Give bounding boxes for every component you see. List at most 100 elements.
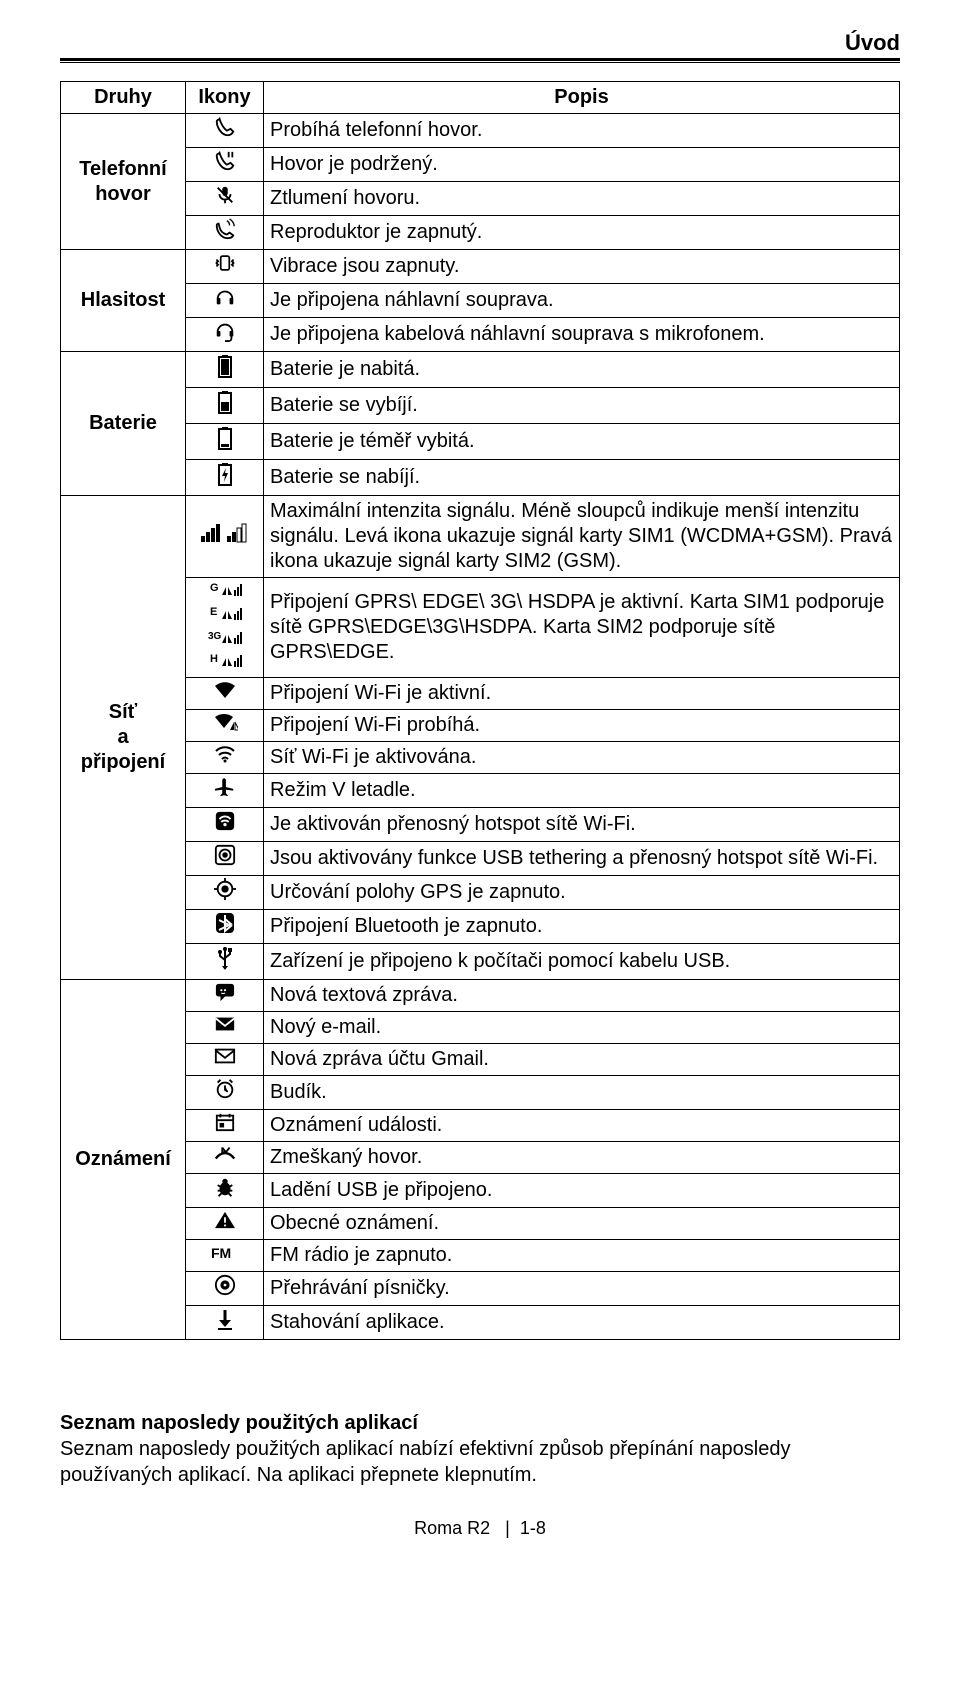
- svg-text:G: G: [210, 582, 219, 594]
- desc-cell: Připojení GPRS\ EDGE\ 3G\ HSDPA je aktiv…: [264, 578, 900, 678]
- desc-cell: FM rádio je zapnuto.: [264, 1240, 900, 1272]
- desc-cell: Připojení Wi-Fi probíhá.: [264, 710, 900, 742]
- hotspot-icon: [190, 810, 259, 832]
- desc-cell: Ladění USB je připojeno.: [264, 1174, 900, 1208]
- table-row: Je aktivován přenosný hotspot sítě Wi-Fi…: [61, 808, 900, 842]
- desc-cell: Nový e-mail.: [264, 1012, 900, 1044]
- table-row: Stahování aplikace.: [61, 1306, 900, 1340]
- email-icon-cell: [186, 1012, 264, 1044]
- headset-mic-icon-cell: [186, 318, 264, 352]
- data-gprs-icon-cell: GE3GH: [186, 578, 264, 678]
- gps-icon: [190, 878, 259, 900]
- email-icon: [190, 1015, 259, 1033]
- airplane-icon: [190, 776, 259, 798]
- desc-cell: Maximální intenzita signálu. Méně sloupc…: [264, 496, 900, 578]
- th-icons: Ikony: [186, 82, 264, 114]
- desc-cell: Reproduktor je zapnutý.: [264, 216, 900, 250]
- desc-cell: Je aktivován přenosný hotspot sítě Wi-Fi…: [264, 808, 900, 842]
- pager-model: Roma R2: [414, 1518, 490, 1538]
- footer-body: Seznam naposledy použitých aplikací nabí…: [60, 1436, 900, 1488]
- desc-cell: Síť Wi-Fi je aktivována.: [264, 742, 900, 774]
- table-row: Je připojena kabelová náhlavní souprava …: [61, 318, 900, 352]
- usb-debug-icon-cell: [186, 1174, 264, 1208]
- table-row: Baterie se nabíjí.: [61, 460, 900, 496]
- phone-hold-icon: [190, 150, 259, 172]
- bluetooth-icon-cell: [186, 910, 264, 944]
- table-row: BaterieBaterie je nabitá.: [61, 352, 900, 388]
- event-icon-cell: [186, 1110, 264, 1142]
- table-row: Zmeškaný hovor.: [61, 1142, 900, 1174]
- alarm-icon-cell: [186, 1076, 264, 1110]
- desc-cell: Probíhá telefonní hovor.: [264, 114, 900, 148]
- table-row: Ladění USB je připojeno.: [61, 1174, 900, 1208]
- table-row: Ztlumení hovoru.: [61, 182, 900, 216]
- wifi-connecting-icon-cell: [186, 710, 264, 742]
- signal-bars-icon: [190, 522, 259, 544]
- table-row: HlasitostVibrace jsou zapnuty.: [61, 250, 900, 284]
- play-music-icon: [190, 1274, 259, 1296]
- vibrate-icon: [190, 252, 259, 274]
- usb-icon: [190, 946, 259, 970]
- desc-cell: Baterie je nabitá.: [264, 352, 900, 388]
- usb-debug-icon: [190, 1176, 259, 1198]
- icon-reference-table: Druhy Ikony Popis Telefonní hovor Probíhá…: [60, 81, 900, 1340]
- svg-text:3G: 3G: [208, 631, 222, 642]
- table-row: Reproduktor je zapnutý.: [61, 216, 900, 250]
- svg-text:E: E: [210, 606, 217, 618]
- table-row: Obecné oznámení.: [61, 1208, 900, 1240]
- desc-cell: Baterie je téměř vybitá.: [264, 424, 900, 460]
- desc-cell: Stahování aplikace.: [264, 1306, 900, 1340]
- desc-cell: Hovor je podržený.: [264, 148, 900, 182]
- table-row: Síť Wi-Fi je aktivována.: [61, 742, 900, 774]
- desc-cell: Budík.: [264, 1076, 900, 1110]
- download-icon: [190, 1308, 259, 1330]
- table-row: Režim V letadle.: [61, 774, 900, 808]
- table-row: Nová zpráva účtu Gmail.: [61, 1044, 900, 1076]
- tether-icon-cell: [186, 842, 264, 876]
- gmail-icon-cell: [186, 1044, 264, 1076]
- svg-text:FM: FM: [211, 1245, 231, 1261]
- fm-icon: FM: [190, 1245, 259, 1261]
- table-row: Připojení Wi-Fi je aktivní.: [61, 678, 900, 710]
- th-category: Druhy: [61, 82, 186, 114]
- header-rule: [60, 58, 900, 61]
- desc-cell: Je připojena kabelová náhlavní souprava …: [264, 318, 900, 352]
- th-desc: Popis: [264, 82, 900, 114]
- hotspot-icon-cell: [186, 808, 264, 842]
- desc-cell: Připojení Bluetooth je zapnuto.: [264, 910, 900, 944]
- table-row: Budík.: [61, 1076, 900, 1110]
- desc-cell: Vibrace jsou zapnuty.: [264, 250, 900, 284]
- category-cell: Síťapřipojení: [61, 496, 186, 980]
- signal-bars-icon-cell: [186, 496, 264, 578]
- category-cell: Baterie: [61, 352, 186, 496]
- category-cell: Telefonní hovor: [61, 114, 186, 250]
- desc-cell: Připojení Wi-Fi je aktivní.: [264, 678, 900, 710]
- battery-low-icon: [190, 426, 259, 450]
- category-cell: Hlasitost: [61, 250, 186, 352]
- desc-cell: Nová textová zpráva.: [264, 980, 900, 1012]
- desc-cell: Zařízení je připojeno k počítači pomocí …: [264, 944, 900, 980]
- desc-cell: Přehrávání písničky.: [264, 1272, 900, 1306]
- warning-icon-cell: [186, 1208, 264, 1240]
- table-row: Určování polohy GPS je zapnuto.: [61, 876, 900, 910]
- desc-cell: Určování polohy GPS je zapnuto.: [264, 876, 900, 910]
- bluetooth-icon: [190, 912, 259, 934]
- headset-icon: [190, 286, 259, 308]
- battery-full-icon: [190, 354, 259, 378]
- event-icon: [190, 1112, 259, 1132]
- battery-mid-icon-cell: [186, 388, 264, 424]
- desc-cell: Baterie se vybíjí.: [264, 388, 900, 424]
- play-music-icon-cell: [186, 1272, 264, 1306]
- alarm-icon: [190, 1078, 259, 1100]
- table-row: OznámeníNová textová zpráva.: [61, 980, 900, 1012]
- table-row: Nový e-mail.: [61, 1012, 900, 1044]
- speaker-phone-icon-cell: [186, 216, 264, 250]
- desc-cell: Je připojena náhlavní souprava.: [264, 284, 900, 318]
- tether-icon: [190, 844, 259, 866]
- desc-cell: Režim V letadle.: [264, 774, 900, 808]
- speaker-phone-icon: [190, 218, 259, 240]
- table-row: SíťapřipojeníMaximální intenzita signálu…: [61, 496, 900, 578]
- desc-cell: Jsou aktivovány funkce USB tethering a p…: [264, 842, 900, 876]
- battery-mid-icon: [190, 390, 259, 414]
- data-gprs-icon: GE3GH: [190, 580, 259, 668]
